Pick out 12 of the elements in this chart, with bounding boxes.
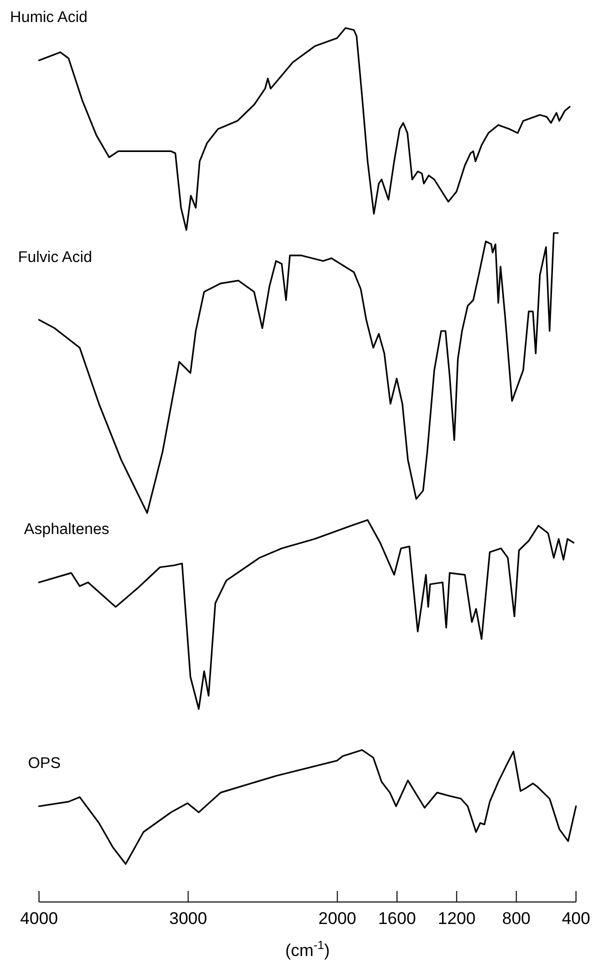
x-tick-label: 2000 <box>318 909 356 928</box>
x-tick-label: 1200 <box>438 909 476 928</box>
chart-title: Asphaltenes <box>24 521 110 538</box>
x-tick-label: 4000 <box>20 909 58 928</box>
text: Fulvic Acid <box>18 249 92 266</box>
x-tick-label: 1600 <box>378 909 416 928</box>
chart-title: Humic Acid <box>10 9 88 26</box>
x-tick-label: 400 <box>562 909 590 928</box>
x-tick-label: 3000 <box>169 909 208 928</box>
x-axis-title: (cm$^{-1}$) <box>285 938 330 960</box>
x-tick-label: 800 <box>502 909 531 928</box>
chart-title: OPS <box>28 755 61 772</box>
